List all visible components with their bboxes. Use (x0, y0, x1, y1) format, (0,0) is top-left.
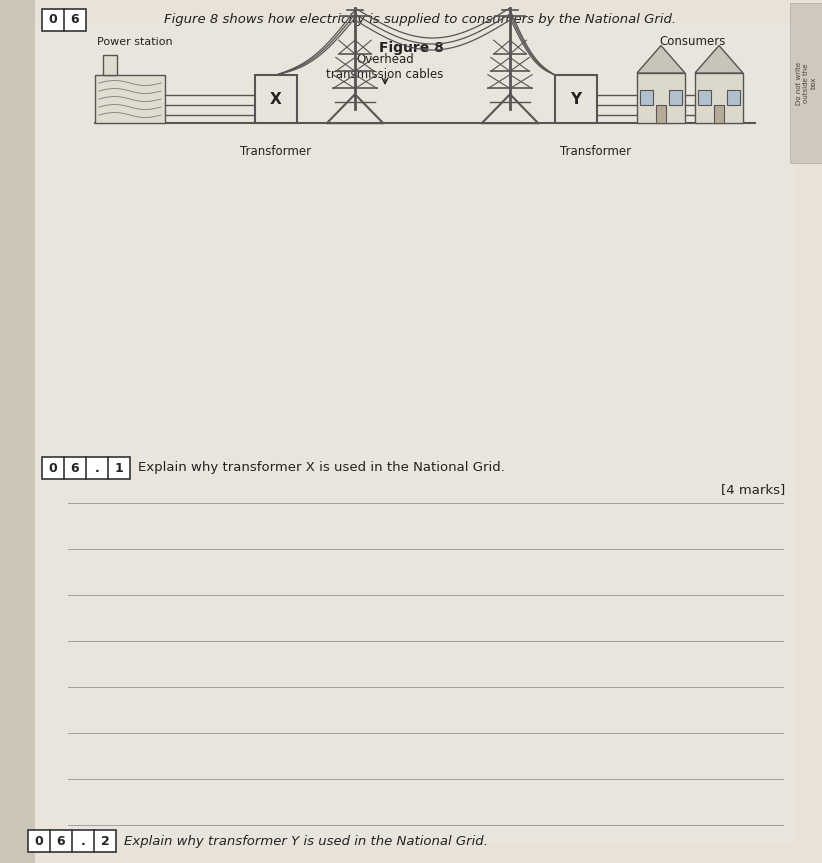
Polygon shape (637, 46, 685, 73)
Bar (28, 830, 116, 852)
Text: [4 marks]: [4 marks] (721, 483, 785, 496)
Text: Y: Y (570, 91, 581, 106)
Text: X: X (270, 91, 282, 106)
Text: Power station: Power station (97, 37, 173, 47)
Text: 6: 6 (57, 835, 65, 847)
Text: Transformer: Transformer (241, 145, 312, 158)
Text: 0: 0 (48, 14, 58, 27)
Text: 6: 6 (71, 462, 79, 475)
Text: 0: 0 (35, 835, 44, 847)
Text: Explain why transformer X is used in the National Grid.: Explain why transformer X is used in the… (138, 462, 505, 475)
Text: 0: 0 (48, 462, 58, 475)
Text: Figure 8 shows how electricity is supplied to consumers by the National Grid.: Figure 8 shows how electricity is suppli… (164, 14, 676, 27)
Bar (555, 75, 597, 123)
Text: 6: 6 (71, 14, 79, 27)
Text: Overhead
transmission cables: Overhead transmission cables (326, 53, 444, 81)
Bar (42, 457, 130, 479)
Bar (668, 91, 682, 105)
Text: .: . (81, 835, 85, 847)
Bar (656, 105, 666, 123)
Bar (714, 105, 724, 123)
Bar (698, 91, 711, 105)
Text: 2: 2 (100, 835, 109, 847)
Text: Do not write
outside the
box: Do not write outside the box (796, 61, 816, 104)
Text: Figure 8: Figure 8 (379, 41, 443, 55)
Text: Explain why transformer Y is used in the National Grid.: Explain why transformer Y is used in the… (124, 835, 488, 847)
Polygon shape (0, 0, 35, 863)
Bar (640, 91, 653, 105)
Text: .: . (95, 462, 99, 475)
Bar (103, 55, 117, 75)
Bar (695, 73, 743, 123)
Text: 1: 1 (114, 462, 123, 475)
Bar (637, 73, 685, 123)
Bar (255, 75, 297, 123)
Bar (727, 91, 740, 105)
Bar (95, 75, 165, 123)
Text: Transformer: Transformer (561, 145, 631, 158)
Bar (790, 3, 822, 163)
Bar (42, 9, 86, 31)
Polygon shape (695, 46, 743, 73)
Text: Consumers: Consumers (660, 35, 726, 48)
